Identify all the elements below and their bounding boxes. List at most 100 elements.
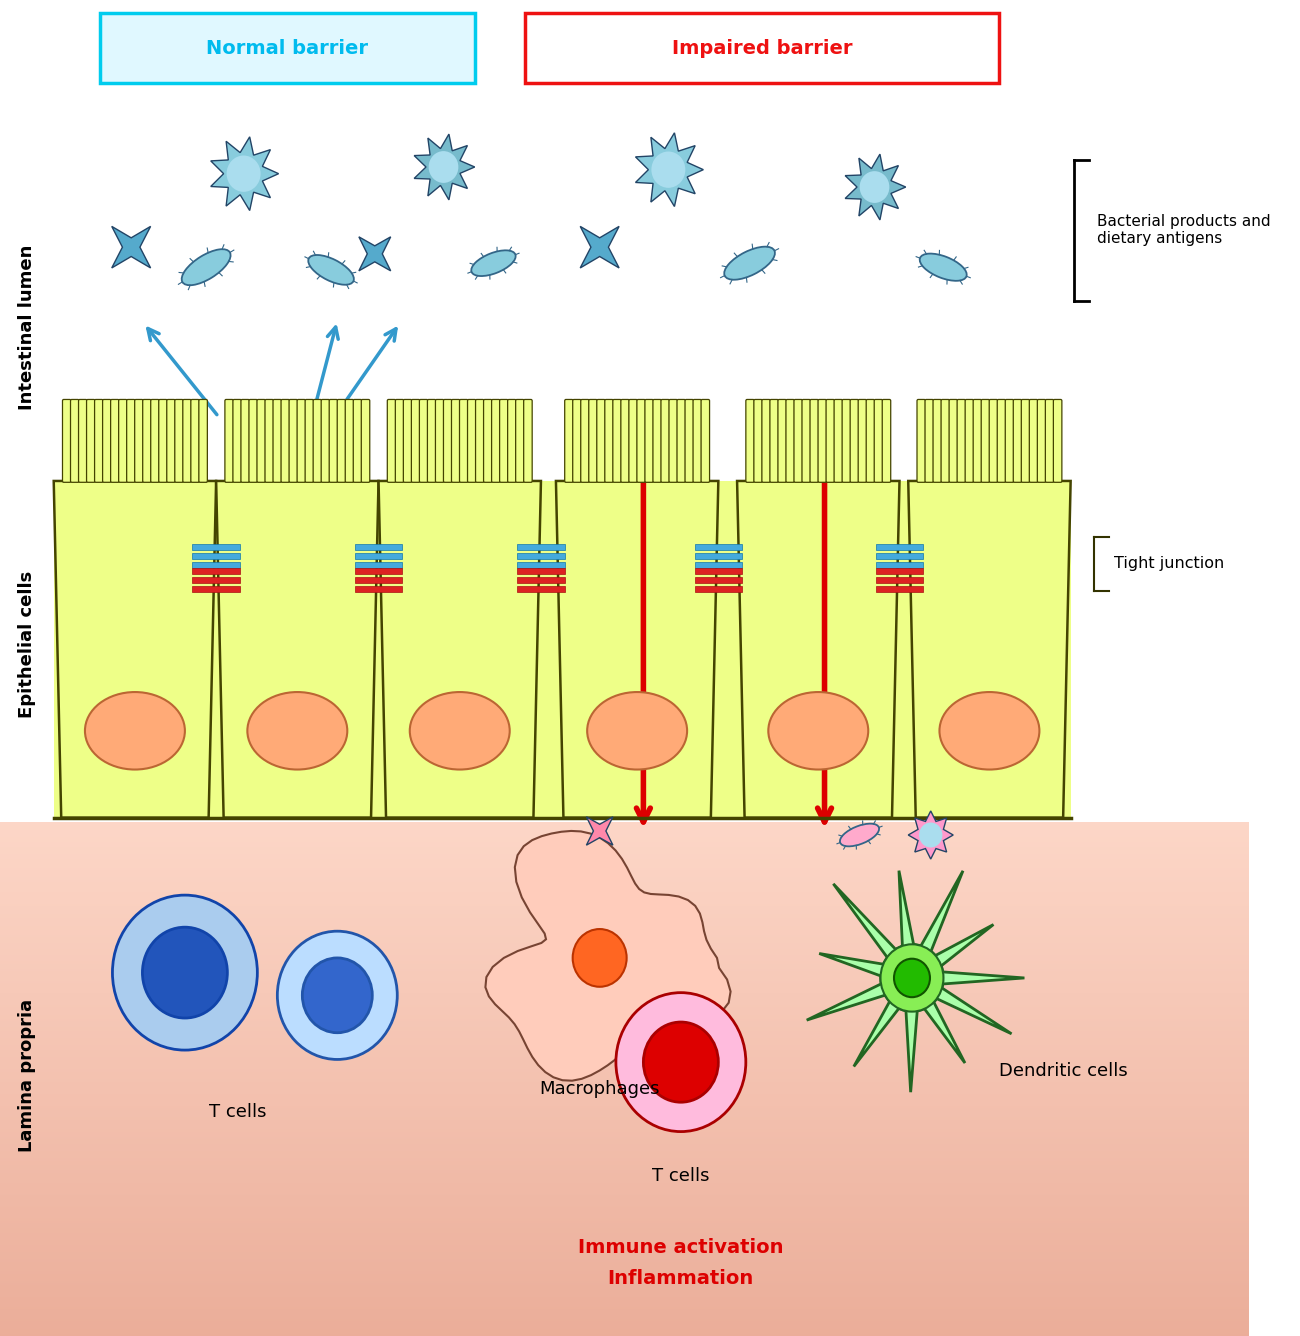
Bar [0,1082,1249,1083]
Polygon shape [636,132,703,207]
Circle shape [616,993,746,1132]
Bar [694,545,742,550]
Bar [0,1275,1249,1276]
Bar [0,1043,1249,1045]
FancyBboxPatch shape [746,399,754,482]
Bar [0,1156,1249,1158]
FancyBboxPatch shape [982,399,989,482]
Bar [0,1280,1249,1281]
FancyBboxPatch shape [965,399,974,482]
FancyBboxPatch shape [103,399,111,482]
Bar [0,1014,1249,1015]
FancyBboxPatch shape [564,399,573,482]
Bar [0,926,1249,929]
FancyBboxPatch shape [802,399,810,482]
Bar [192,545,240,550]
Bar [0,1256,1249,1257]
Bar [0,1102,1249,1105]
FancyBboxPatch shape [100,13,474,83]
Bar [0,1125,1249,1126]
FancyBboxPatch shape [159,399,168,482]
Text: Lamina propria: Lamina propria [18,999,36,1152]
Bar [0,1225,1249,1226]
FancyBboxPatch shape [395,399,404,482]
Bar [0,876,1249,878]
Bar [0,1293,1249,1295]
Bar [0,1026,1249,1027]
Bar [0,827,1249,828]
Bar [0,1320,1249,1323]
Bar [0,875,1249,876]
Bar [0,1253,1249,1256]
Bar [694,587,742,592]
Bar [0,1312,1249,1313]
FancyBboxPatch shape [143,399,151,482]
FancyBboxPatch shape [484,399,493,482]
FancyBboxPatch shape [70,399,79,482]
Bar [0,1305,1249,1307]
Polygon shape [586,816,612,846]
Bar [0,823,1249,826]
FancyBboxPatch shape [1022,399,1030,482]
Bar [0,863,1249,864]
FancyBboxPatch shape [321,399,330,482]
Bar [0,895,1249,896]
Bar [0,933,1249,935]
Bar [0,1106,1249,1108]
Bar [0,990,1249,991]
FancyBboxPatch shape [507,399,516,482]
Bar [0,911,1249,912]
Bar [0,1295,1249,1296]
Bar [0,1132,1249,1134]
Bar [0,1019,1249,1021]
Bar [0,1178,1249,1180]
Bar [0,1304,1249,1305]
Bar [0,1217,1249,1220]
Bar [0,1141,1249,1142]
FancyBboxPatch shape [329,399,338,482]
Text: Dendritic cells: Dendritic cells [1000,1062,1128,1081]
FancyBboxPatch shape [1030,399,1037,482]
Bar [0,1221,1249,1222]
Bar [0,1300,1249,1301]
Bar [0,1077,1249,1079]
Bar [0,918,1249,919]
Polygon shape [216,481,378,818]
Bar [0,1202,1249,1204]
FancyBboxPatch shape [916,399,926,482]
Bar [0,1148,1249,1149]
Bar [355,569,402,574]
Bar [0,1313,1249,1316]
Bar [0,892,1249,894]
FancyBboxPatch shape [933,399,941,482]
Bar [0,1197,1249,1198]
FancyBboxPatch shape [818,399,827,482]
Bar [0,1196,1249,1197]
Bar [0,1186,1249,1189]
Text: Macrophages: Macrophages [540,1079,660,1098]
Bar [517,577,564,582]
Bar [0,1281,1249,1283]
Bar [0,883,1249,884]
Bar [0,1288,1249,1289]
Bar [0,1307,1249,1308]
FancyBboxPatch shape [604,399,614,482]
Bar [0,904,1249,906]
Bar [0,1117,1249,1118]
Bar [0,1083,1249,1086]
FancyBboxPatch shape [989,399,997,482]
Bar [0,914,1249,916]
Bar [0,835,1249,838]
Bar [0,1010,1249,1011]
Bar [0,847,1249,850]
FancyBboxPatch shape [1013,399,1022,482]
Bar [0,1226,1249,1228]
Ellipse shape [724,247,775,279]
Text: T cells: T cells [208,1102,266,1121]
FancyBboxPatch shape [361,399,369,482]
Bar [0,1023,1249,1026]
Bar [355,562,402,568]
Circle shape [112,895,257,1050]
Bar [0,851,1249,852]
Bar [0,888,1249,890]
